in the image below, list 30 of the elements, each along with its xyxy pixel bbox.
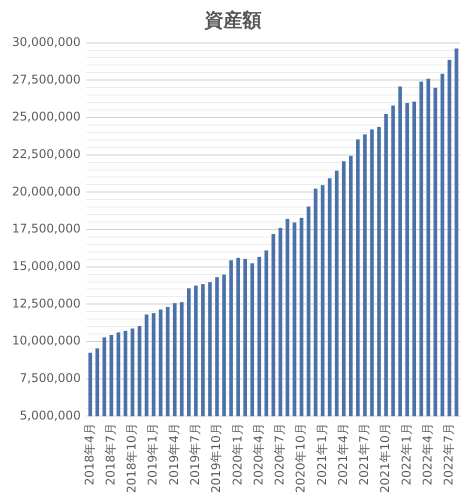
x-tick-label: 2020年7月	[272, 423, 287, 486]
y-tick-label: 22,500,000	[12, 146, 81, 161]
x-tick-label: 2020年1月	[230, 423, 244, 486]
y-tick-label: 15,000,000	[12, 258, 81, 273]
chart-title: 資産額	[204, 9, 262, 32]
x-tick-label: 2018年7月	[103, 423, 118, 486]
x-tick-label: 2022年4月	[420, 423, 434, 486]
y-tick-label: 7,500,000	[20, 370, 81, 385]
x-tick-label: 2019年4月	[166, 423, 181, 486]
x-tick-label: 2020年4月	[251, 423, 266, 486]
x-tick-label: 2019年7月	[188, 423, 202, 486]
y-tick-label: 17,500,000	[12, 222, 81, 236]
x-tick-label: 2022年7月	[442, 423, 456, 486]
y-tick-label: 30,000,000	[12, 34, 81, 49]
x-tick-label: 2021年1月	[314, 423, 329, 486]
x-tick-label: 2022年1月	[399, 423, 414, 486]
x-tick-label: 2021年10月	[378, 423, 392, 494]
y-tick-label: 27,500,000	[12, 72, 81, 86]
x-tick-label: 2020年10月	[294, 423, 308, 494]
x-tick-label: 2019年1月	[146, 423, 160, 486]
y-tick-label: 5,000,000	[20, 408, 81, 422]
x-tick-label: 2019年10月	[209, 423, 224, 494]
y-tick-label: 12,500,000	[12, 296, 81, 310]
x-tick-label: 2021年7月	[357, 423, 372, 486]
y-tick-label: 10,000,000	[12, 334, 81, 348]
y-tick-label: 20,000,000	[12, 184, 81, 198]
x-tick-label: 2021年4月	[336, 423, 350, 486]
x-tick-label: 2018年4月	[82, 423, 96, 486]
x-tick-label: 2018年10月	[124, 423, 139, 494]
y-tick-label: 25,000,000	[12, 110, 81, 124]
